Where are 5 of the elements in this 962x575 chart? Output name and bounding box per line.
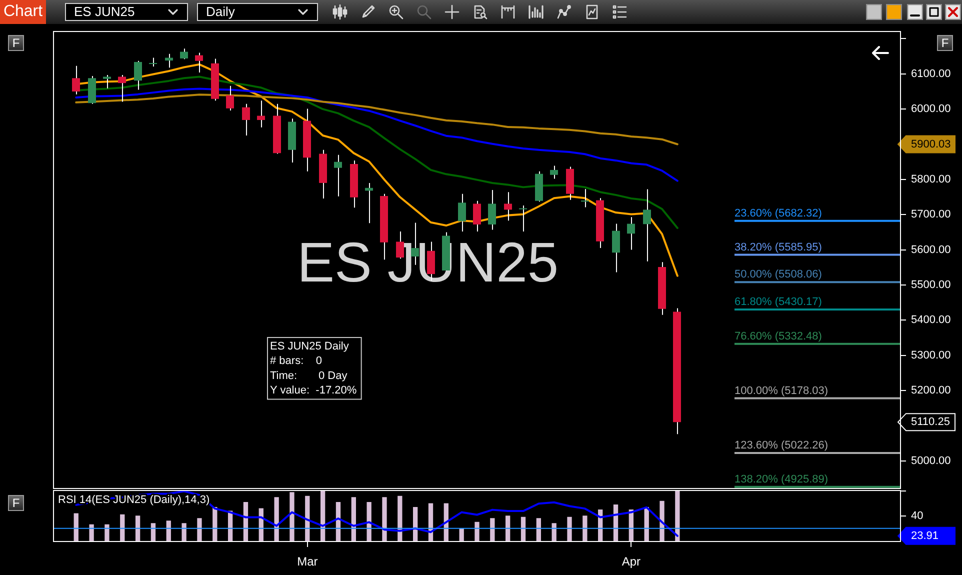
y-tick-label: 23.91 xyxy=(911,530,939,542)
x-tick-label: Mar xyxy=(297,554,318,569)
x-tick-label: Apr xyxy=(622,554,641,569)
f-button: F xyxy=(8,495,24,511)
y-tick-label: 40 xyxy=(911,510,924,522)
